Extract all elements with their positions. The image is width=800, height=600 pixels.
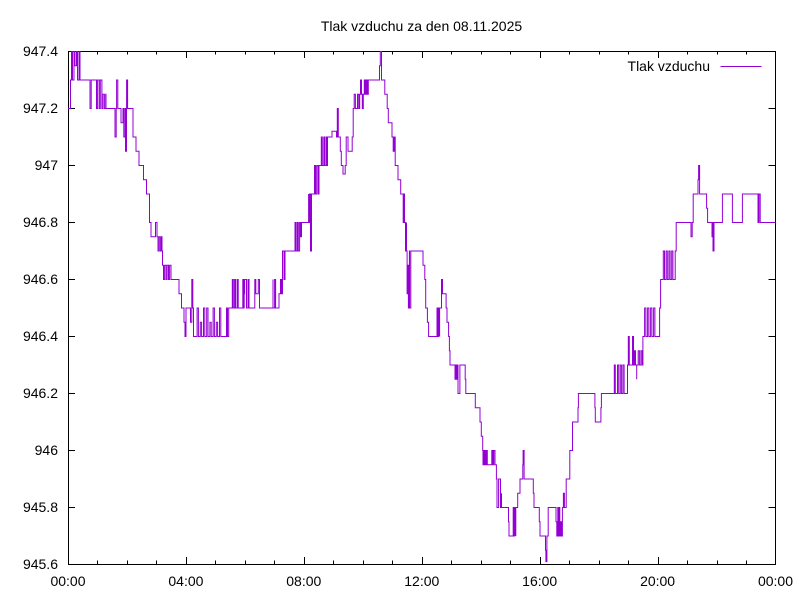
svg-text:946: 946 [35, 442, 59, 458]
svg-text:947: 947 [35, 157, 59, 173]
svg-text:946.2: 946.2 [23, 385, 58, 401]
svg-text:00:00: 00:00 [758, 573, 793, 589]
svg-text:947.2: 947.2 [23, 100, 58, 116]
svg-text:946.4: 946.4 [23, 328, 58, 344]
svg-text:945.6: 945.6 [23, 556, 58, 572]
svg-text:947.4: 947.4 [23, 43, 58, 59]
svg-text:946.8: 946.8 [23, 214, 58, 230]
svg-text:20:00: 20:00 [640, 573, 675, 589]
svg-text:16:00: 16:00 [522, 573, 557, 589]
svg-text:08:00: 08:00 [286, 573, 321, 589]
svg-text:00:00: 00:00 [50, 573, 85, 589]
svg-text:Tlak vzduchu za den 08.11.2025: Tlak vzduchu za den 08.11.2025 [321, 18, 523, 34]
svg-text:04:00: 04:00 [168, 573, 203, 589]
svg-text:Tlak vzduchu: Tlak vzduchu [628, 58, 710, 74]
svg-text:12:00: 12:00 [404, 573, 439, 589]
svg-text:946.6: 946.6 [23, 271, 58, 287]
svg-text:945.8: 945.8 [23, 499, 58, 515]
